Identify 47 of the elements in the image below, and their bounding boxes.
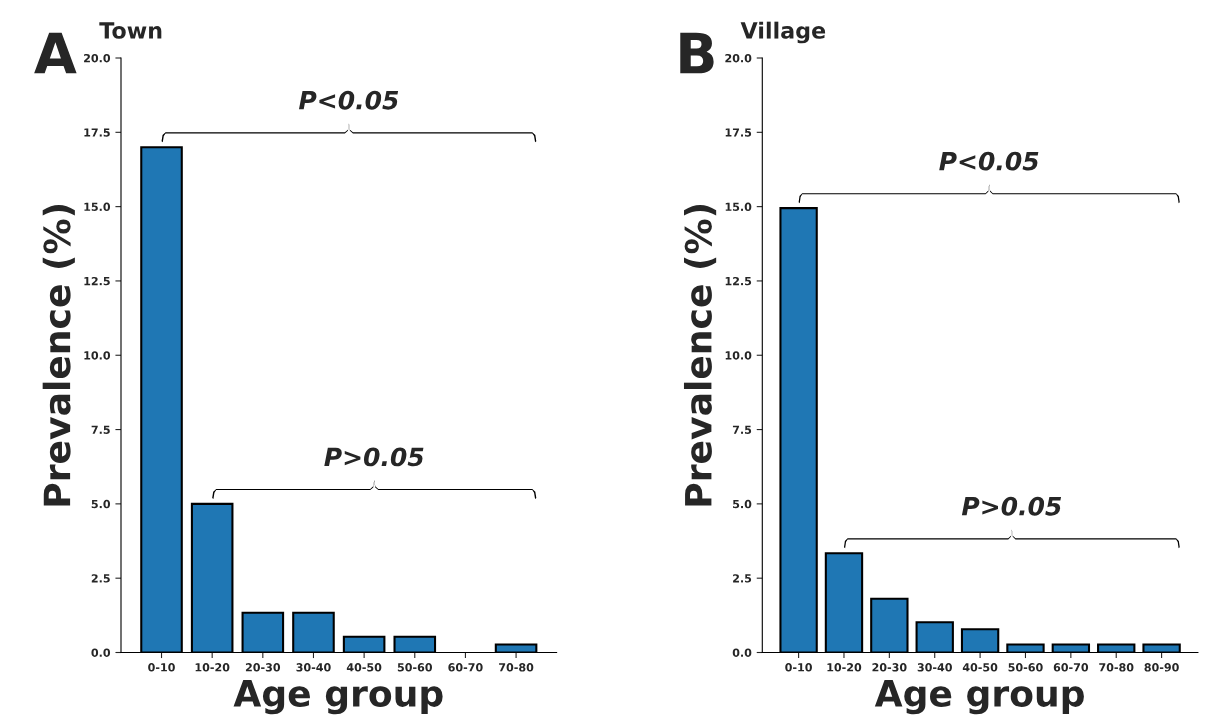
x-tick-label: 70-80: [499, 663, 534, 672]
x-tick-label: 0-10: [148, 663, 175, 672]
y-axis-title: Prevalence (%): [42, 204, 75, 506]
y-tick-label: 5.0: [733, 499, 752, 509]
x-tick-label: 30-40: [296, 663, 331, 672]
text: A: [34, 32, 77, 74]
annotation: P>0.05: [961, 496, 1062, 516]
y-tick-label: 2.5: [733, 574, 752, 583]
x-tick-label: 40-50: [346, 663, 382, 672]
x-tick-label: 50-60: [1008, 663, 1043, 672]
x-tick-label: 20-30: [245, 663, 281, 672]
chart-title: Town: [99, 22, 162, 39]
x-tick-label: 10-20: [827, 663, 862, 672]
x-tick-label: 20-30: [872, 663, 907, 672]
x-tick-label: 30-40: [917, 663, 952, 672]
y-tick-label: 5.0: [91, 499, 111, 509]
y-tick-label: 12.5: [84, 276, 110, 286]
y-tick-label: 12.5: [725, 276, 752, 286]
annotation: P<0.05: [298, 90, 399, 110]
y-tick-label: 0.0: [732, 648, 752, 657]
x-tick-label: 0-10: [785, 663, 812, 672]
y-tick-label: 2.5: [91, 574, 110, 583]
y-tick-label: 10.0: [725, 351, 752, 360]
x-tick-label: 50-60: [397, 663, 433, 672]
annotation: P>0.05: [324, 447, 424, 467]
y-tick-label: 10.0: [84, 351, 111, 360]
annotation: P<0.05: [939, 151, 1039, 171]
y-tick-label: 17.5: [725, 128, 752, 137]
x-tick-label: 10-20: [195, 663, 230, 672]
y-tick-label: 20.0: [725, 53, 752, 63]
y-tick-label: 20.0: [84, 53, 111, 63]
x-axis-title: Age group: [233, 680, 443, 715]
y-tick-label: 15.0: [84, 202, 111, 211]
y-tick-label: 15.0: [725, 202, 752, 211]
y-tick-label: 0.0: [91, 648, 111, 657]
text: B: [680, 32, 714, 74]
y-axis-title: Prevalence (%): [683, 204, 717, 506]
x-tick-label: 60-70: [448, 663, 483, 672]
y-tick-label: 7.5: [732, 425, 752, 434]
y-tick-label: 17.5: [84, 128, 110, 137]
x-tick-label: 80-90: [1144, 663, 1179, 672]
y-tick-label: 7.5: [91, 425, 110, 434]
x-axis-title: Age group: [874, 680, 1084, 715]
x-tick-label: 40-50: [962, 663, 998, 672]
x-tick-label: 70-80: [1099, 663, 1134, 672]
chart-title: Village: [740, 21, 826, 44]
x-tick-label: 60-70: [1053, 663, 1089, 672]
